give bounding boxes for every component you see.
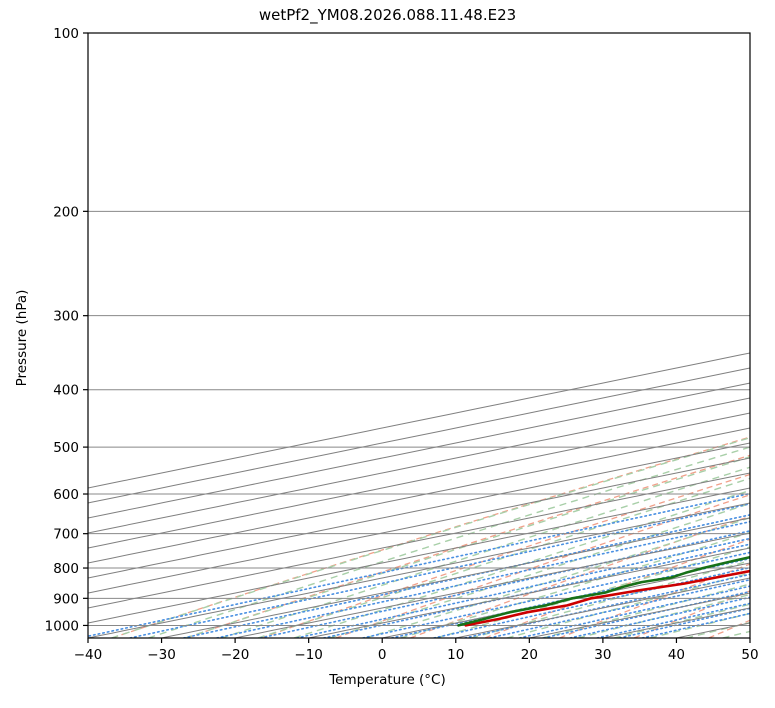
y-tick-label: 300 <box>53 309 79 325</box>
plot-background <box>88 33 750 638</box>
isotherm-line <box>88 412 750 549</box>
y-tick-label: 800 <box>53 561 79 577</box>
mixing-ratio-line <box>296 537 750 638</box>
y-tick-label: 100 <box>53 26 79 42</box>
mixing-ratio-line <box>569 596 750 638</box>
mixing-ratio-line <box>259 530 750 638</box>
isotherm-line <box>88 382 750 519</box>
isotherm-line <box>88 352 750 489</box>
mixing-ratio-line <box>596 602 750 638</box>
sounding-temperature-curve <box>464 569 750 627</box>
dry-adiabat-line <box>410 515 750 638</box>
y-tick-label: 700 <box>53 527 79 543</box>
y-tick-label: 600 <box>53 487 79 503</box>
moist-adiabat-line <box>184 456 750 638</box>
plot-border <box>87 32 751 639</box>
x-tick-label: −20 <box>221 647 250 663</box>
y-tick-label: 200 <box>53 204 79 220</box>
dry-adiabat-line <box>186 454 750 638</box>
x-tick-label: 20 <box>521 647 538 663</box>
isotherm-line <box>308 547 750 638</box>
mixing-ratio-line <box>518 585 750 638</box>
moist-adiabat-line <box>506 572 750 638</box>
dry-adiabat-line <box>260 473 750 638</box>
isotherm-line <box>88 502 750 638</box>
x-tick-label: −30 <box>147 647 176 663</box>
mixing-ratio-line <box>433 566 750 638</box>
chart-title: wetPf2_YM08.2026.088.11.48.E23 <box>258 6 517 24</box>
x-tick-label: 40 <box>668 647 685 663</box>
x-tick-label: 30 <box>594 647 611 663</box>
moist-adiabat-line <box>400 531 750 638</box>
x-axis-label: Temperature (°C) <box>329 672 446 688</box>
y-tick-label: 1000 <box>45 618 79 634</box>
isotherm-line <box>88 472 750 609</box>
isotherm-line <box>88 457 750 594</box>
isotherm-line <box>88 487 750 624</box>
moist-adiabat-line <box>148 446 750 638</box>
moist-adiabat-line <box>293 489 750 638</box>
y-tick-label: 900 <box>53 591 79 607</box>
moist-adiabat-line <box>577 593 750 638</box>
dry-adiabat-line <box>335 494 750 638</box>
mixing-ratio-line <box>464 573 750 638</box>
moist-adiabat-line <box>759 46 775 638</box>
isotherm-line <box>88 427 750 564</box>
isotherm-line <box>529 592 750 638</box>
isotherm-line <box>88 442 750 579</box>
sounding-dewpoint-curve <box>457 555 750 627</box>
dry-adiabat-line <box>559 563 750 638</box>
mixing-ratio-line <box>88 492 750 638</box>
x-tick-label: −40 <box>74 647 103 663</box>
isotherm-line <box>749 637 750 638</box>
x-tick-label: −10 <box>294 647 323 663</box>
isotherm-line <box>88 397 750 534</box>
isotherm-line <box>88 367 750 504</box>
isotherm-line <box>161 517 750 638</box>
y-tick-label: 400 <box>53 383 79 399</box>
x-tick-label: 10 <box>447 647 464 663</box>
x-tick-label: 50 <box>741 647 758 663</box>
y-tick-label: 500 <box>53 440 79 456</box>
mixing-ratio-line <box>182 514 750 638</box>
mixing-ratio-line <box>129 502 750 638</box>
moist-adiabat-line <box>111 437 750 638</box>
axis-ticks-group: −40 −30 −20 −10 0 10 20 30 40 50 100 200 300 400 500 60… <box>45 26 759 663</box>
moist-adiabat-line <box>257 477 750 638</box>
sounding-curves-group <box>457 555 750 627</box>
x-tick-label: 0 <box>378 647 387 663</box>
mixing-ratio-line <box>216 520 750 638</box>
isotherm-line <box>455 577 750 638</box>
mixing-ratio-line <box>488 578 750 638</box>
isotherm-line <box>234 532 750 638</box>
isobars-group <box>88 33 750 626</box>
